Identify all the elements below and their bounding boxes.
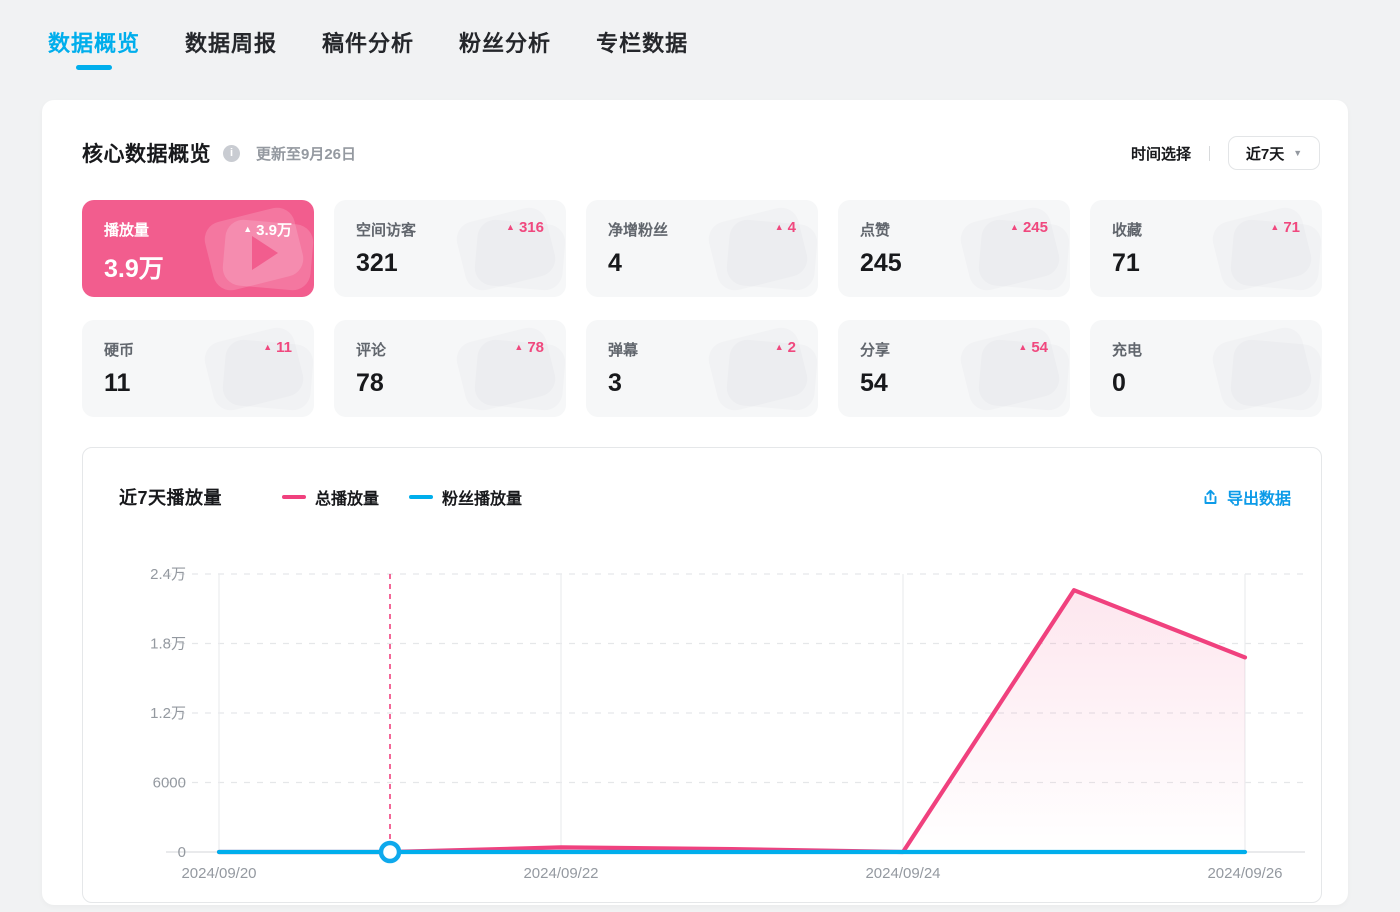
stat-card[interactable]: 点赞 ▲ 245 245 [838,200,1070,297]
stat-value: 3.9万 [104,255,164,283]
stat-label: 弹幕 [608,342,639,359]
stat-delta: ▲ 3.9万 [243,222,292,239]
stat-delta: ▲ 71 [1270,219,1300,236]
stat-label: 评论 [356,342,387,359]
stat-value: 3 [608,369,622,397]
x-axis-tick-label: 2024/09/22 [523,865,598,882]
export-icon [1204,489,1217,504]
tab-3[interactable]: 稿件分析 [322,26,414,58]
stat-label: 硬币 [104,342,135,359]
export-data-button[interactable]: 导出数据 [1202,485,1291,509]
chart-header: 近7天播放量 总播放量 粉丝播放量 导出数据 [119,484,1291,510]
y-axis-tick-label: 1.8万 [150,636,186,653]
legend-dash-icon [409,495,434,499]
x-axis-tick-label: 2024/09/24 [865,865,940,882]
stat-delta: ▲ 245 [1010,219,1048,236]
delta-up-icon: ▲ [1270,221,1280,232]
stat-delta: ▲ 316 [506,219,544,236]
x-axis-tick-label: 2024/09/20 [181,865,256,882]
page-title: 核心数据概览 [82,143,211,166]
x-axis-tick-label: 2024/09/26 [1207,865,1282,882]
time-range-dropdown[interactable]: 近7天 ▼ [1228,136,1320,170]
delta-up-icon: ▲ [774,221,784,232]
views-trend-chart: 0 6000 1.2万 1.8万 2.4万 2024/09/20 2024/09/22 202… [150,566,1305,882]
series-area-fill [219,590,1245,852]
delta-up-icon: ▲ [263,341,273,352]
views-chart-panel: 近7天播放量 总播放量 粉丝播放量 导出数据 0 6000 1.2万 1.8万 2.4万 2… [82,447,1322,903]
stat-value: 71 [1112,249,1140,277]
export-label: 导出数据 [1226,491,1291,508]
stat-value: 0 [1112,369,1126,397]
divider [1209,145,1210,161]
stat-card[interactable]: 净增粉丝 ▲ 4 4 [586,200,818,297]
stat-delta: ▲ 2 [774,339,796,356]
overview-card: 核心数据概览 i 更新至9月26日 时间选择 近7天 ▼ 播放量 ▲ 3.9万 3… [42,100,1348,905]
stat-value: 4 [608,249,622,277]
stats-grid: 播放量 ▲ 3.9万 3.9万 空间访客 ▲ 316 321 净增粉丝 ▲ 4 4 点… [82,200,1322,417]
delta-up-icon: ▲ [774,341,784,352]
time-range-value: 近7天 [1245,145,1285,163]
stat-card[interactable]: 评论 ▲ 78 78 [334,320,566,417]
stat-value: 321 [356,249,398,277]
overview-header: 核心数据概览 i 更新至9月26日 时间选择 近7天 ▼ [82,136,1320,170]
stat-label: 分享 [860,342,891,359]
stat-delta: ▲ 11 [263,339,292,356]
stat-delta: ▲ 54 [1018,339,1048,356]
stat-card[interactable]: 播放量 ▲ 3.9万 3.9万 [82,200,314,297]
legend-item-1[interactable]: 总播放量 [282,485,379,509]
stat-delta: ▲ 4 [774,219,796,236]
tab-label: 数据概览 [48,31,141,56]
y-axis-tick-label: 1.2万 [150,705,186,722]
legend-label: 粉丝播放量 [442,491,523,508]
delta-up-icon: ▲ [243,223,253,234]
tab-label: 粉丝分析 [459,31,552,56]
chevron-down-icon: ▼ [1293,148,1303,158]
time-select-label: 时间选择 [1130,145,1191,163]
stat-label: 收藏 [1112,222,1143,239]
stat-delta: ▲ 78 [514,339,544,356]
chart-title: 近7天播放量 [119,488,223,508]
stat-value: 54 [860,369,888,397]
delta-up-icon: ▲ [514,341,524,352]
active-tab-underline [76,65,112,70]
tab-label: 稿件分析 [322,31,415,56]
stat-card[interactable]: 充电 ▲ 0 [1090,320,1322,417]
tab-4[interactable]: 粉丝分析 [459,26,551,58]
tab-5[interactable]: 专栏数据 [596,26,688,58]
stat-card[interactable]: 收藏 ▲ 71 71 [1090,200,1322,297]
stat-value: 11 [104,369,131,397]
delta-up-icon: ▲ [1010,221,1019,232]
stat-label: 充电 [1112,342,1143,359]
y-axis-tick-label: 2.4万 [150,566,186,583]
tab-1[interactable]: 数据概览 [48,26,140,70]
stat-card[interactable]: 弹幕 ▲ 2 3 [586,320,818,417]
stat-card[interactable]: 分享 ▲ 54 54 [838,320,1070,417]
updated-text: 更新至9月26日 [256,145,357,163]
legend-item-2[interactable]: 粉丝播放量 [409,485,522,509]
stat-card[interactable]: 硬币 ▲ 11 11 [82,320,314,417]
y-axis-tick-label: 6000 [153,775,186,792]
delta-up-icon: ▲ [506,221,515,232]
tab-2[interactable]: 数据周报 [185,26,277,58]
stat-label: 点赞 [860,222,891,239]
tab-label: 专栏数据 [596,31,689,56]
legend-label: 总播放量 [315,491,380,508]
stat-value: 78 [356,369,384,397]
time-select-group: 时间选择 近7天 ▼ [1131,136,1320,170]
tab-label: 数据周报 [185,31,278,56]
stat-label: 净增粉丝 [608,222,669,239]
stat-label: 播放量 [104,222,150,239]
y-axis-tick-label: 0 [178,844,186,861]
stat-value: 245 [860,249,902,277]
stat-card[interactable]: 空间访客 ▲ 316 321 [334,200,566,297]
top-tabbar: 数据概览 数据周报 稿件分析 粉丝分析 专栏数据 [48,26,688,70]
delta-up-icon: ▲ [1018,341,1028,352]
hover-marker [378,840,402,864]
stat-label: 空间访客 [356,222,417,239]
legend-dash-icon [282,495,307,499]
info-icon[interactable]: i [223,144,240,162]
chart-legend: 总播放量 粉丝播放量 [282,485,522,509]
